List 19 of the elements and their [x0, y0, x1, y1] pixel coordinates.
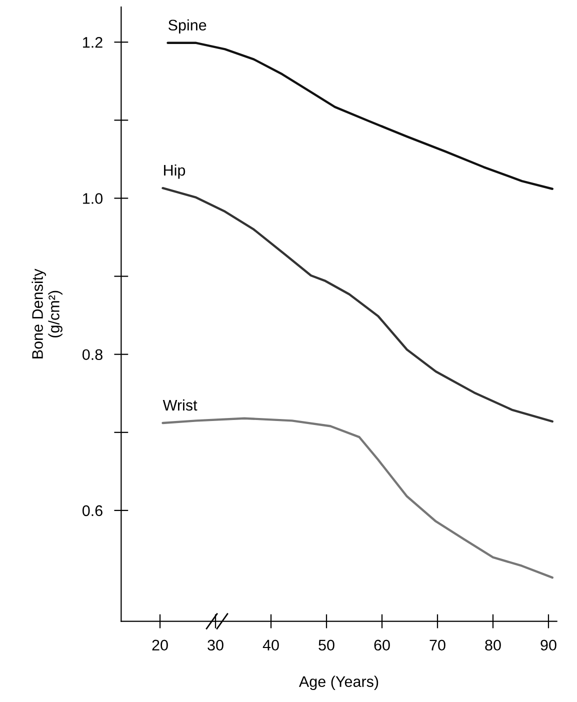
x-axis-title: Age (Years) — [298, 676, 378, 690]
x-tick-label: 50 — [318, 640, 334, 651]
x-tick-label: 90 — [540, 640, 556, 651]
x-tick-label: 40 — [262, 640, 279, 651]
y-tick-label: 1.2 — [83, 37, 102, 48]
y-tick-label: 1.0 — [83, 193, 103, 204]
series-label: Wrist — [162, 399, 198, 411]
y-axis-title: Bone Density (g/cm²) — [32, 268, 62, 358]
series-label: Hip — [164, 164, 186, 179]
x-tick-label: 70 — [430, 640, 446, 651]
x-tick-label: 80 — [485, 640, 501, 651]
x-tick-label: 30 — [208, 640, 224, 651]
y-tick-label: 0.6 — [82, 505, 102, 516]
x-tick-label: 60 — [374, 640, 390, 651]
y-tick-label: 0.8 — [82, 349, 102, 360]
series-label: Spine — [168, 19, 206, 34]
line-series — [162, 417, 554, 579]
x-tick-label: 20 — [152, 640, 168, 651]
line-series — [162, 186, 554, 423]
